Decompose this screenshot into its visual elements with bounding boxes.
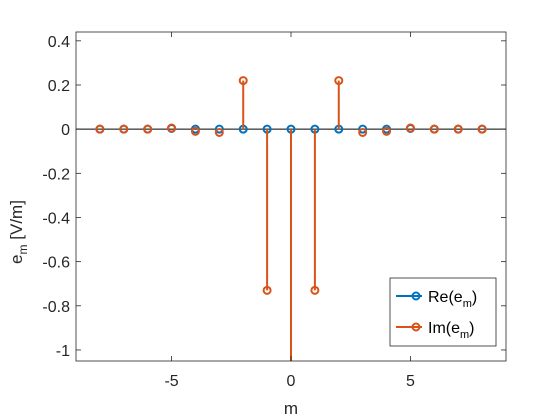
legend-marker-imag [411, 322, 421, 332]
legend-label-real: Re(em) [428, 289, 477, 310]
legend-entry-real: Re(em) [396, 289, 477, 310]
stem-marker [453, 124, 463, 134]
y-tick-label: -1 [56, 343, 70, 360]
x-tick-label: -5 [164, 373, 178, 390]
stem-marker [238, 76, 248, 86]
axes: -5 0 5 0.4 0.2 0 -0.2 -0.4 -0.6 -0.8 -1 [42, 31, 507, 390]
legend-marker-real [411, 291, 421, 301]
y-tick-label: -0.6 [42, 255, 70, 272]
y-tick-label: 0 [61, 122, 70, 139]
stem-marker [262, 285, 272, 295]
legend: Re(em) Im(em) [389, 277, 497, 347]
legend-entry-imag: Im(em) [396, 320, 475, 341]
stem-marker [119, 124, 129, 134]
stem-marker [358, 124, 368, 134]
y-tick-label: -0.8 [42, 299, 70, 316]
stem-marker [95, 124, 105, 134]
stem-marker [214, 127, 224, 137]
x-tick-label: 5 [406, 373, 415, 390]
x-axis-label: m [284, 399, 298, 418]
stem-marker [334, 76, 344, 86]
stem-marker [382, 126, 392, 136]
stem-marker [405, 123, 415, 133]
stem-marker [214, 124, 224, 134]
y-tick-label: 0.4 [48, 34, 70, 51]
stem-marker [310, 285, 320, 295]
x-tick-label: 0 [287, 373, 296, 390]
stem-marker [143, 124, 153, 134]
y-tick-label: 0.2 [48, 78, 70, 95]
stem-marker [477, 124, 487, 134]
series-imag [95, 76, 487, 361]
legend-box [389, 277, 497, 347]
stem-marker [167, 123, 177, 133]
legend-label-imag: Im(em) [428, 320, 475, 341]
y-tick-label: -0.2 [42, 166, 70, 183]
stem-marker [190, 126, 200, 136]
stem-marker [358, 127, 368, 137]
y-axis-label: em [V/m] [7, 200, 30, 264]
y-tick-label: -0.4 [42, 210, 70, 227]
stem-marker [429, 124, 439, 134]
